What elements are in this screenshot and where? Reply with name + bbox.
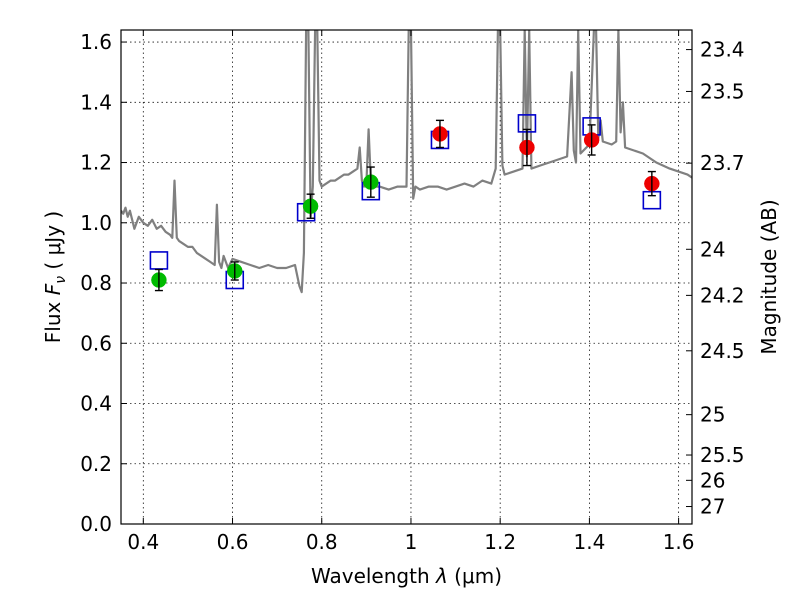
right-tick-label: 24.2: [700, 283, 745, 307]
y-axis-label-symbol: F: [41, 283, 65, 295]
y-tick-label: 1.4: [80, 90, 112, 114]
x-tick-label: 1.6: [663, 530, 695, 554]
grid-lines: [121, 30, 692, 525]
y-tick-label: 0.6: [80, 331, 112, 355]
model-spectrum-line: [121, 30, 692, 294]
x-tick-label: 1.2: [484, 530, 516, 554]
x-tick-label: 0.4: [127, 530, 159, 554]
x-tick-label: 0.6: [217, 530, 249, 554]
right-axis-label: Magnitude (AB): [757, 199, 781, 354]
right-tick-label: 23.4: [700, 38, 745, 62]
x-axis-label-prefix: Wavelength: [311, 564, 436, 588]
model-spectrum-layer: [121, 30, 692, 294]
right-tick-label: 25.5: [700, 443, 745, 467]
y-tick-label: 0.2: [80, 452, 112, 476]
y-tick-label: 0.0: [80, 512, 112, 536]
y-axis-label-prefix: Flux: [41, 295, 65, 343]
right-tick-label: 25: [700, 403, 725, 427]
y-tick-label: 1.6: [80, 30, 112, 54]
right-tick-label: 24.5: [700, 339, 745, 363]
y-tick-label: 1.2: [80, 151, 112, 175]
data-points-layer: [149, 114, 662, 292]
y-axis-label: Flux Fν ( μJy ): [41, 211, 69, 343]
y-tick-label: 1.0: [80, 211, 112, 235]
plot-frame: [120, 29, 693, 525]
model-flux-square: [149, 251, 169, 270]
x-axis-label-unit: (μm): [448, 564, 502, 588]
right-tick-label: 24: [700, 237, 725, 261]
y-tick-label: 0.8: [80, 271, 112, 295]
x-axis-label-symbol: λ: [435, 564, 448, 588]
x-tick-label: 1: [405, 530, 418, 554]
x-tick-label: 1.4: [573, 530, 605, 554]
right-tick-label: 27: [700, 495, 725, 519]
ticks-layer: 0.4 0.6 0.8 1 1.2 1.4 1.6 0.0 0.2 0.4 0.6 0.8 1.0 1.2…: [80, 30, 745, 554]
y-tick-label: 0.4: [80, 392, 112, 416]
right-tick-label: 23.7: [700, 151, 745, 175]
x-tick-label: 0.8: [306, 530, 338, 554]
right-tick-label: 23.5: [700, 79, 745, 103]
y-axis-label-unit: ( μJy ): [41, 211, 65, 276]
x-axis-label: Wavelength λ (μm): [311, 564, 502, 588]
right-tick-label: 26: [700, 468, 725, 492]
y-axis-label-subscript: ν: [53, 276, 69, 284]
